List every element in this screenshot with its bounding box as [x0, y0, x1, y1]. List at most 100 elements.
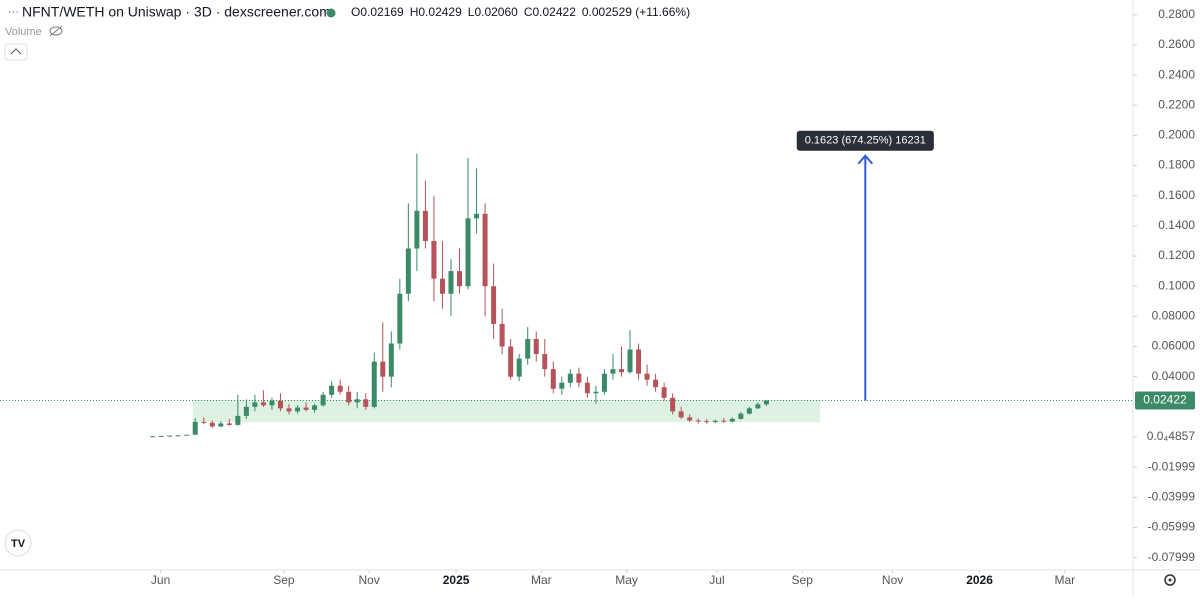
x-tick-label: Nov [358, 573, 379, 587]
candle-body [474, 213, 480, 219]
candle-body [431, 240, 437, 279]
candle-body [337, 385, 343, 392]
candle-body [593, 391, 599, 394]
candle-body [687, 417, 693, 421]
svg-text:TV: TV [11, 538, 26, 550]
candle-body [457, 271, 463, 287]
y-tick-label: 0.2200 [1158, 97, 1195, 111]
candle-body [542, 354, 548, 370]
x-tick-label: Nov [882, 573, 903, 587]
candle-body [371, 361, 377, 407]
candle-body [610, 369, 616, 374]
candle-body [243, 406, 249, 416]
candle-body [661, 387, 667, 398]
y-tick-label: -0.05999 [1148, 520, 1196, 534]
candle-body [312, 405, 318, 410]
collapse-button[interactable] [4, 43, 28, 61]
candle-body [286, 408, 292, 412]
measure-label: 0.1623 (674.25%) 16231 [805, 135, 926, 147]
ohlc-value: L0.02060 [468, 5, 518, 19]
y-tick-label: 0.1800 [1158, 158, 1195, 172]
y-tick-label: 0.1400 [1158, 218, 1195, 232]
candle-body [260, 402, 266, 406]
last-price-badge [1135, 391, 1195, 410]
ohlc-value: O0.02169 [351, 5, 404, 19]
last-price-label: 0.02422 [1143, 393, 1187, 407]
candle-body [525, 338, 531, 359]
candle-body [388, 343, 394, 377]
candle-body [584, 382, 590, 394]
y-tick-label: 0.2600 [1158, 37, 1195, 51]
candle-body [226, 423, 232, 425]
x-tick-label: Sep [792, 573, 814, 587]
candle-body [192, 421, 198, 435]
candle-body [576, 373, 582, 383]
x-tick-label: Jul [709, 573, 724, 587]
candle-body [601, 373, 607, 392]
candle-body [755, 404, 761, 409]
status-dot [326, 8, 336, 18]
candle-body [567, 373, 573, 383]
header: ··· NFNT/WETH on Uniswap · 3D · dexscree… [4, 4, 690, 61]
y-tick-label: 0.0₄4857 [1147, 429, 1196, 443]
candle-body [209, 422, 215, 427]
candle-body [218, 423, 224, 427]
candle-body [491, 286, 497, 324]
y-tick-label: 0.2800 [1158, 7, 1195, 21]
ohlc-value: C0.02422 [524, 5, 576, 19]
measure-label-group: 0.1623 (674.25%) 16231 [796, 130, 934, 151]
candle-body [184, 434, 190, 436]
candle-body [482, 213, 488, 287]
candle-body [303, 407, 309, 410]
ohlc-value: H0.02429 [410, 5, 462, 19]
candle-body [508, 346, 514, 377]
y-tick-label: 0.08000 [1152, 309, 1196, 323]
x-tick-label: 2026 [966, 573, 993, 587]
candle-body [346, 391, 352, 403]
x-tick-label: Mar [531, 573, 552, 587]
eye-icon[interactable] [49, 25, 63, 37]
y-tick-label: 0.1200 [1158, 248, 1195, 262]
candle-body [712, 420, 718, 422]
y-tick-label: 0.04000 [1152, 369, 1196, 383]
volume-label: Volume [5, 26, 42, 38]
candle-body [380, 361, 386, 377]
candle-body [704, 421, 710, 423]
candle-body [405, 248, 411, 294]
candle-body [439, 278, 445, 294]
y-tick-label: -0.03999 [1148, 489, 1196, 503]
candle-body [295, 407, 301, 412]
zone [192, 400, 821, 423]
y-tick-label: 0.2000 [1158, 128, 1195, 142]
candle-body [559, 382, 565, 389]
candle-body [167, 435, 173, 437]
collapse-icon [10, 48, 22, 55]
chart-title: NFNT/WETH on Uniswap · 3D · dexscreener.… [22, 4, 331, 20]
candle-body [252, 402, 258, 407]
candle-body [678, 411, 684, 418]
x-tick-label: 2025 [443, 573, 470, 587]
candle-body [763, 400, 769, 405]
measure-label-bg [796, 130, 934, 151]
settings-icon[interactable] [1164, 574, 1176, 586]
candle-body [158, 435, 164, 437]
candle-body [516, 358, 522, 377]
measure-arrow-head [857, 154, 874, 165]
candle-body [738, 413, 744, 419]
candle-body [329, 385, 335, 395]
candle-body [550, 369, 556, 389]
candle-body [363, 399, 369, 407]
candle-body [448, 271, 454, 294]
y-tick-label: 0.06000 [1152, 339, 1196, 353]
symbol-icon: ··· [8, 6, 19, 18]
candle-body [201, 421, 207, 423]
candle-body [465, 218, 471, 287]
candle-body [397, 293, 403, 344]
x-tick-label: Sep [273, 573, 295, 587]
candle-body [235, 415, 241, 425]
y-tick-label: 0.1000 [1158, 278, 1195, 292]
y-tick-label: 0.1600 [1158, 188, 1195, 202]
candle-body [695, 420, 701, 422]
